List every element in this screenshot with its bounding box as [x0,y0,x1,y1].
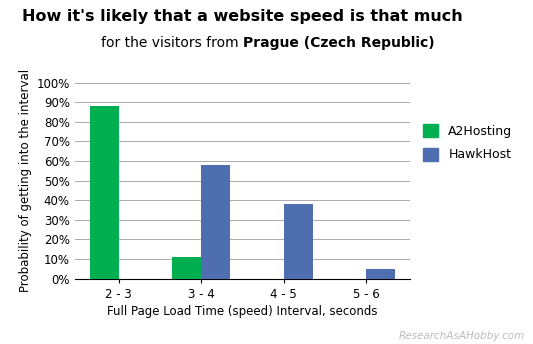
Legend: A2Hosting, HawkHost: A2Hosting, HawkHost [423,124,513,161]
Bar [201,165,230,279]
Text: Prague (Czech Republic): Prague (Czech Republic) [243,36,434,50]
Bar [90,106,119,279]
Text: ResearchAsAHobby.com: ResearchAsAHobby.com [399,331,525,341]
Y-axis label: Probability of getting into the interval: Probability of getting into the interval [19,69,32,292]
Text: for the visitors from: for the visitors from [101,36,243,50]
Text: How it's likely that a website speed is that much: How it's likely that a website speed is … [22,9,463,24]
X-axis label: Full Page Load Time (speed) Interval, seconds: Full Page Load Time (speed) Interval, se… [107,305,378,318]
Bar [366,269,395,279]
Bar [172,257,201,279]
Bar [284,204,313,279]
